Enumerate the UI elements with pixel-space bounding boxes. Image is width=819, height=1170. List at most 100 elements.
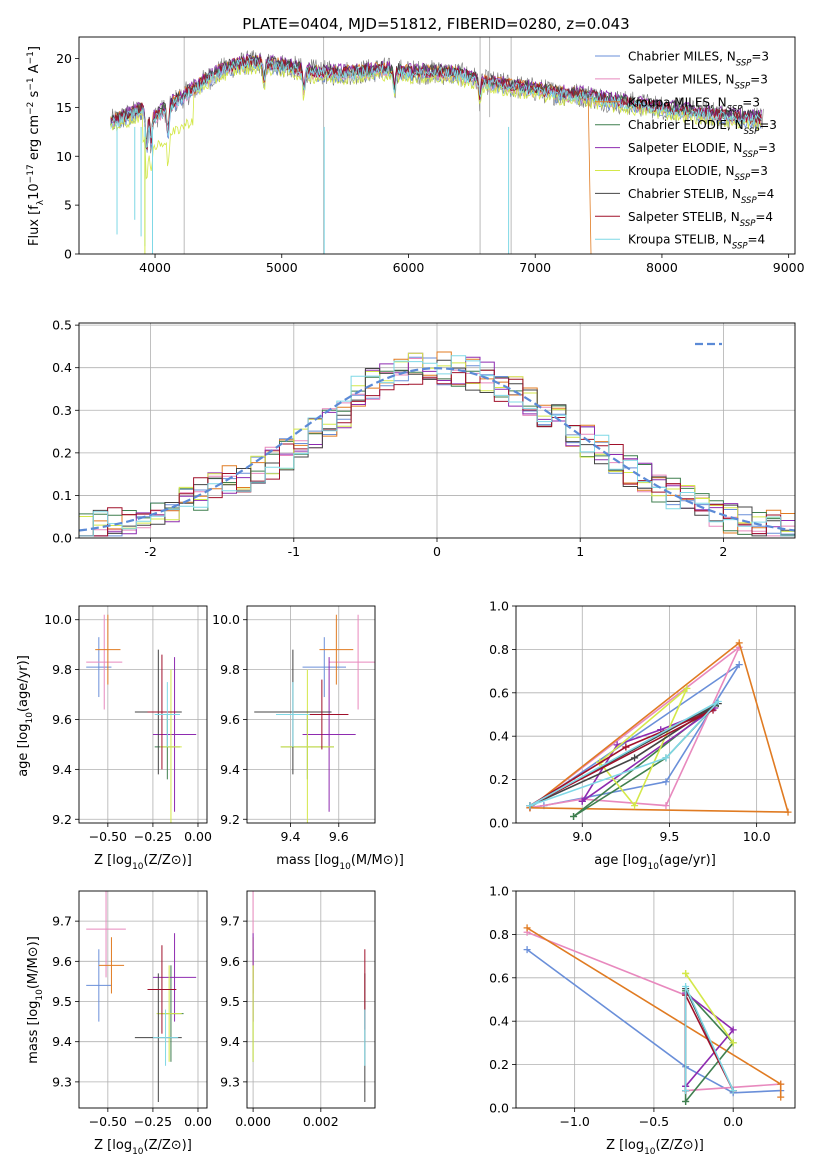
weight-marker-ks: [682, 1087, 690, 1095]
weight-marker-ce: [570, 812, 578, 820]
y-tick-label: 0.1: [52, 488, 72, 503]
weight-marker-km: [784, 808, 792, 816]
plot-area-age_vs_mass: [247, 606, 375, 823]
weight-marker-km: [523, 924, 531, 932]
weight-marker-ke: [682, 969, 690, 977]
panel-weight_vs_Z: −1.0 −0.5 0.0 0.0 0.2 0.4 0.6 0.8 1.0 Z [log10(Z/…: [489, 884, 796, 1157]
y-tick-label: 1.0: [489, 884, 509, 899]
panel-mass_vs_Z: −0.50 −0.25 0.00 9.3 9.4 9.5 9.6 9.7 Z [log10(Z/…: [26, 890, 212, 1157]
x-tick-label: 4000: [139, 260, 171, 275]
axes-frame: [246, 605, 376, 824]
y-tick-label: 20: [56, 51, 72, 66]
panel-mass_vs_ebv: 0.000 0.002 9.3 9.4 9.5 9.6 9.7: [220, 890, 376, 1129]
legend-entry-cs: Chabrier STELIB, NSSP=4: [628, 187, 774, 206]
weight-line-cm: [526, 948, 781, 1094]
y-tick-label: 9.6: [52, 712, 72, 727]
y-tick-label: 0.2: [489, 1057, 509, 1072]
weight-marker-ke: [729, 1039, 737, 1047]
axes-frame: [246, 890, 376, 1109]
panel-spectrum: 4000 5000 6000 7000 8000 9000 0 5 10 15 20 Flux [fλ…: [26, 36, 805, 275]
x-tick-label: 9.4: [281, 829, 301, 844]
y-tick-label: 9.6: [220, 712, 240, 727]
figure-title: PLATE=0404, MJD=51812, FIBERID=0280, z=0…: [242, 15, 629, 33]
weight-marker-cm: [662, 778, 670, 786]
weight-line-ks: [529, 700, 719, 807]
x-axis-label: mass [log10(M/M⊙)]: [276, 853, 404, 872]
y-tick-label: 0.4: [52, 360, 72, 375]
y-tick-label: 9.3: [220, 1074, 240, 1089]
x-tick-label: 8000: [646, 260, 678, 275]
x-axis-label: Z [log10(Z/Z⊙)]: [94, 1138, 192, 1157]
y-tick-label: 0.0: [489, 1101, 509, 1116]
y-tick-label: 9.8: [220, 662, 240, 677]
legend-entry-ce: Chabrier ELODIE, NSSP=3: [628, 118, 777, 137]
weight-marker-km: [735, 639, 743, 647]
weight-marker-km: [777, 1080, 785, 1088]
x-tick-label: 0: [433, 544, 441, 559]
x-tick-label: −0.50: [89, 1114, 127, 1129]
y-tick-label: 9.7: [52, 914, 72, 929]
y-tick-label: 1.0: [489, 599, 509, 614]
y-tick-label: 9.4: [220, 1034, 240, 1049]
y-tick-label: 9.7: [220, 914, 240, 929]
x-tick-label: −1.0: [559, 1114, 589, 1129]
y-tick-label: 9.5: [52, 994, 72, 1009]
x-tick-label: 0.000: [235, 1114, 271, 1129]
x-tick-label: 0.00: [184, 829, 212, 844]
y-axis-label: age [log10(age/yr)]: [16, 655, 35, 777]
weight-marker-km: [777, 1093, 785, 1101]
legend-entry-se: Salpeter ELODIE, NSSP=3: [628, 141, 776, 160]
y-tick-label: 0.8: [489, 642, 509, 657]
x-tick-label: -1: [288, 544, 300, 559]
weight-line-ke: [599, 687, 688, 808]
y-tick-label: 0.8: [489, 927, 509, 942]
weight-marker-se: [578, 797, 586, 805]
axes-frame: [78, 322, 796, 539]
y-tick-label: 5: [64, 198, 72, 213]
y-tick-label: 9.4: [220, 762, 240, 777]
y-tick-label: 0.2: [489, 772, 509, 787]
weight-marker-sm: [662, 802, 670, 810]
axes-frame: [78, 605, 208, 824]
x-tick-label: −0.25: [134, 829, 172, 844]
weight-marker-ke: [683, 684, 691, 692]
y-axis-label: Flux [fλ10−17 erg cm−2 s−1 A−1]: [26, 46, 46, 246]
legend-entry-sm: Salpeter MILES, NSSP=3: [628, 72, 768, 91]
plot-area-mass_vs_ebv: [247, 891, 375, 1108]
y-tick-label: 0.4: [489, 1014, 509, 1029]
y-tick-label: 10: [56, 149, 72, 164]
x-tick-label: −0.50: [89, 829, 127, 844]
y-tick-label: 9.8: [52, 662, 72, 677]
y-tick-label: 0.2: [52, 445, 72, 460]
weight-line-km: [529, 641, 790, 813]
plot-area-weight_vs_age: [516, 606, 795, 823]
x-tick-label: 7000: [519, 260, 551, 275]
weight-marker-ks: [682, 982, 690, 990]
x-tick-label: 10.0: [743, 829, 771, 844]
x-tick-label: -2: [144, 544, 156, 559]
legend-entry-ss: Salpeter STELIB, NSSP=4: [628, 210, 773, 229]
x-tick-label: 0.0: [723, 1114, 743, 1129]
y-tick-label: 15: [56, 100, 72, 115]
axes-frame: [78, 36, 796, 255]
x-tick-label: 9000: [773, 260, 805, 275]
y-tick-label: 9.4: [52, 1034, 72, 1049]
y-tick-label: 10.0: [44, 612, 72, 627]
model-spectrum-ks: [110, 57, 762, 149]
y-tick-label: 0.6: [489, 970, 509, 985]
y-tick-label: 0.6: [489, 685, 509, 700]
x-tick-label: 2: [719, 544, 727, 559]
x-tick-label: 9.5: [660, 829, 680, 844]
x-axis-label: age [log10(age/yr)]: [594, 853, 716, 872]
weight-marker-cs: [631, 754, 639, 762]
y-tick-label: 9.6: [52, 954, 72, 969]
weight-line-cs: [529, 702, 719, 807]
axes-frame: [515, 890, 796, 1109]
plot-area-weight_vs_Z: [516, 891, 795, 1108]
weight-marker-ks: [662, 754, 670, 762]
x-axis-label: Z [log10(Z/Z⊙)]: [606, 1138, 704, 1157]
legend-entry-ke: Kroupa ELODIE, NSSP=3: [628, 164, 768, 183]
y-tick-label: 9.4: [52, 762, 72, 777]
x-tick-label: 1: [576, 544, 584, 559]
